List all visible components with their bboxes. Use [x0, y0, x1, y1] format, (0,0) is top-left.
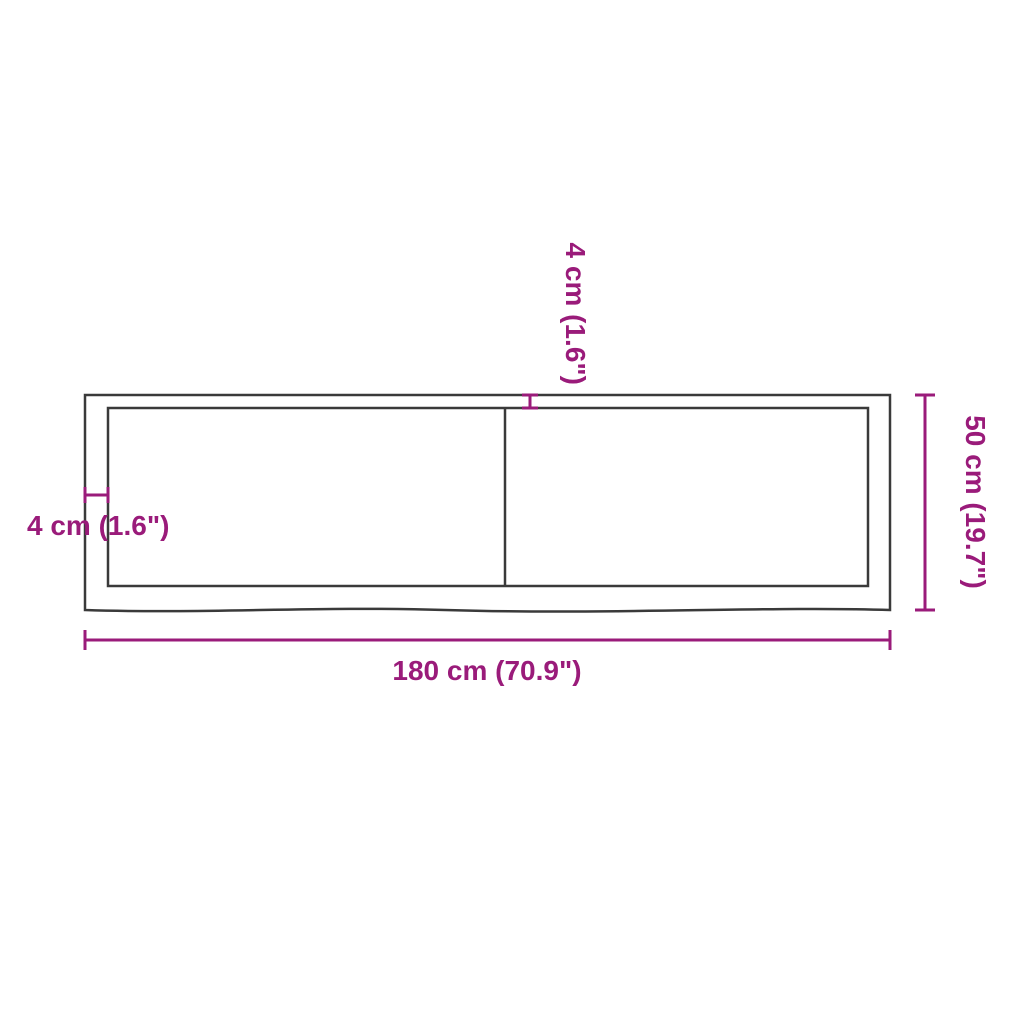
dim-width-label: 180 cm (70.9"): [392, 655, 581, 686]
outer-rect: [85, 395, 890, 612]
dim-frame-top-label: 4 cm (1.6"): [560, 243, 591, 385]
dim-height-label: 50 cm (19.7"): [960, 415, 991, 589]
inner-rect: [108, 408, 868, 586]
dim-frame-left-label: 4 cm (1.6"): [27, 510, 169, 541]
